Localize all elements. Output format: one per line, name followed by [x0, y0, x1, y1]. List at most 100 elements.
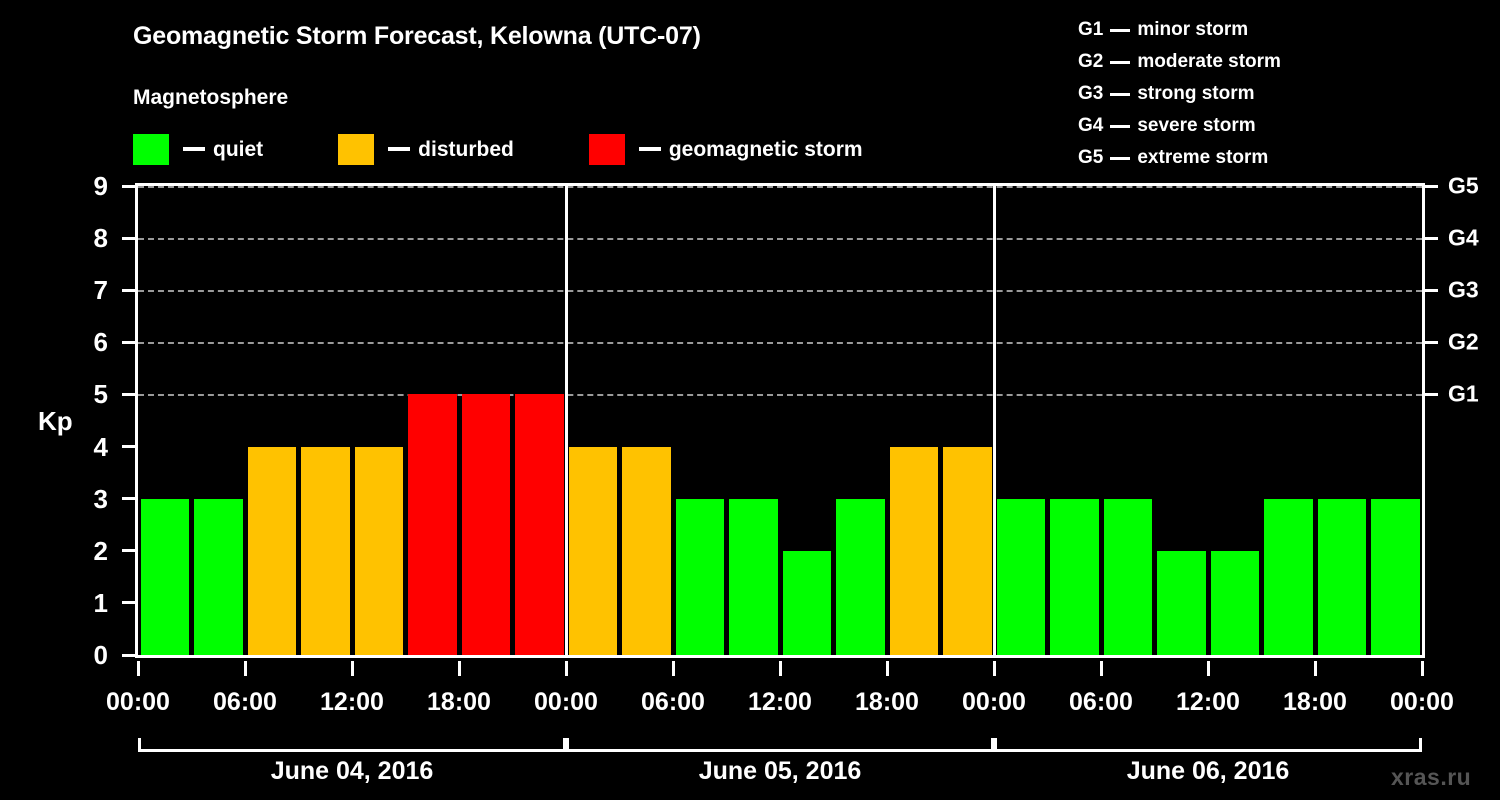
- bar: [943, 446, 992, 655]
- gridline: [138, 238, 1422, 241]
- x-axis-tick-label: 06:00: [1069, 688, 1133, 716]
- g-axis-tick-mark: [1425, 184, 1438, 188]
- g-scale-code: G4: [1078, 115, 1104, 136]
- y-axis-tick-mark: [122, 653, 135, 657]
- legend-label: geomagnetic storm: [668, 137, 863, 161]
- x-axis-tick-label: 00:00: [106, 688, 170, 716]
- date-label: June 04, 2016: [270, 757, 434, 785]
- bar: [675, 498, 724, 655]
- x-axis-tick-label: 12:00: [1176, 688, 1240, 716]
- bar: [996, 498, 1045, 655]
- series-heading: Magnetosphere: [133, 86, 289, 109]
- bar: [836, 498, 885, 655]
- bar: [1210, 550, 1259, 655]
- g-scale-row: G2 moderate storm: [1078, 46, 1281, 78]
- x-axis-tick-mark: [1313, 661, 1317, 676]
- day-divider: [992, 186, 996, 655]
- y-axis-tick-mark: [122, 445, 135, 449]
- y-axis-tick-label: 2: [93, 535, 108, 566]
- day-divider: [564, 186, 568, 655]
- g-scale-description: extreme storm: [1137, 147, 1269, 168]
- x-axis-tick-mark: [671, 661, 675, 676]
- legend-dash-icon: [638, 147, 661, 151]
- bar: [301, 446, 350, 655]
- bar: [1050, 498, 1099, 655]
- x-axis-tick-label: 18:00: [1283, 688, 1347, 716]
- g-scale-dash-icon: [1110, 28, 1131, 32]
- gridline: [138, 290, 1422, 293]
- x-axis-tick-mark: [564, 661, 568, 676]
- x-axis-tick-label: 00:00: [962, 688, 1026, 716]
- legend-label: disturbed: [418, 137, 514, 161]
- y-axis-tick-label: 8: [93, 223, 108, 254]
- bar: [1264, 498, 1313, 655]
- x-axis-tick-mark: [136, 661, 140, 676]
- watermark: xras.ru: [1391, 764, 1472, 790]
- x-axis-tick-mark: [350, 661, 354, 676]
- red-square-icon: [588, 133, 625, 165]
- x-axis-tick-mark: [243, 661, 247, 676]
- y-axis-tick-mark: [122, 236, 135, 240]
- bar: [515, 394, 564, 655]
- y-axis-tick-mark: [122, 288, 135, 292]
- bar: [140, 498, 189, 655]
- bar: [889, 446, 938, 655]
- g-scale-dash-icon: [1110, 60, 1131, 64]
- y-axis-tick-mark: [122, 549, 135, 553]
- g-scale-row: G4 severe storm: [1078, 110, 1281, 142]
- date-bracket: [994, 738, 1422, 752]
- legend-label: quiet: [213, 137, 264, 161]
- y-axis-tick-mark: [122, 497, 135, 501]
- g-scale-code: G2: [1078, 51, 1104, 72]
- x-axis-tick-mark: [457, 661, 461, 676]
- g-axis-tick-label: G1: [1448, 380, 1479, 407]
- x-axis-tick-label: 06:00: [641, 688, 705, 716]
- x-axis-tick-label: 12:00: [320, 688, 384, 716]
- bar: [622, 446, 671, 655]
- g-axis-tick-mark: [1425, 236, 1438, 240]
- y-axis-tick-label: 0: [93, 640, 108, 670]
- x-axis-tick-mark: [885, 661, 889, 676]
- x-axis-tick-label: 18:00: [427, 688, 491, 716]
- date-label: June 05, 2016: [698, 757, 862, 785]
- bar: [1371, 498, 1420, 655]
- g-scale-dash-icon: [1110, 156, 1131, 160]
- gridline: [138, 186, 1422, 188]
- x-axis-tick-label: 00:00: [534, 688, 598, 716]
- g-axis-tick-label: G5: [1448, 172, 1479, 199]
- y-axis-tick-label: 9: [93, 171, 108, 201]
- x-axis-tick-mark: [1206, 661, 1210, 676]
- y-axis-tick-label: 5: [93, 379, 108, 410]
- bar: [408, 394, 457, 655]
- plot-frame: [135, 183, 1425, 658]
- page-title: Geomagnetic Storm Forecast, Kelowna (UTC…: [133, 22, 701, 50]
- g-scale-code: G3: [1078, 83, 1104, 104]
- g-scale-row: G3 strong storm: [1078, 78, 1281, 110]
- y-axis-tick-mark: [122, 601, 135, 605]
- bar: [729, 498, 778, 655]
- g-axis-tick-label: G3: [1448, 276, 1479, 303]
- y-axis-tick-label: 7: [93, 275, 108, 306]
- date-label: June 06, 2016: [1126, 757, 1290, 785]
- y-axis-tick-mark: [122, 340, 135, 344]
- x-axis-tick-label: 12:00: [748, 688, 812, 716]
- legend-entry: disturbed: [338, 133, 514, 165]
- bar: [1317, 498, 1366, 655]
- date-bracket: [138, 738, 566, 752]
- g-axis-tick-mark: [1425, 288, 1438, 292]
- legend-dash-icon: [183, 147, 205, 151]
- x-axis-tick-label: 18:00: [855, 688, 919, 716]
- y-axis-tick-label: 6: [93, 327, 108, 358]
- bar: [194, 498, 243, 655]
- bar: [247, 446, 296, 655]
- g-scale-description: minor storm: [1137, 19, 1249, 40]
- x-axis-tick-label: 06:00: [213, 688, 277, 716]
- g-scale-description: severe storm: [1137, 115, 1256, 136]
- bar: [461, 394, 510, 655]
- y-axis-tick-label: 4: [93, 431, 108, 462]
- x-axis-tick-label: 00:00: [1390, 688, 1454, 716]
- g-scale-description: moderate storm: [1137, 51, 1281, 72]
- x-axis-tick-mark: [1420, 661, 1424, 676]
- y-axis-title: Kp: [38, 406, 73, 436]
